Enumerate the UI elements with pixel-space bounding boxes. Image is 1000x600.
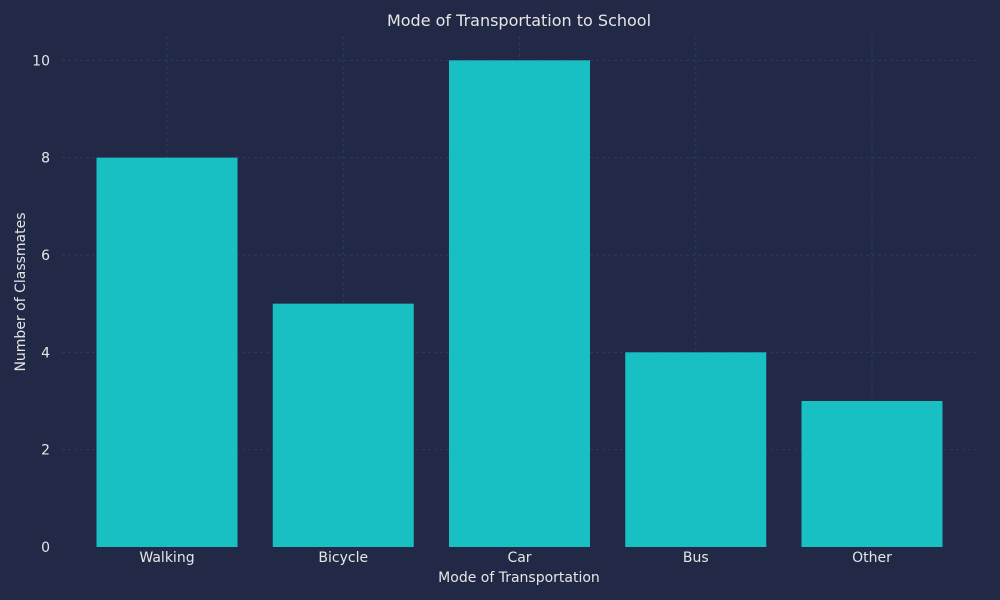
x-tick-label: Other bbox=[852, 550, 892, 566]
x-axis-label: Mode of Transportation bbox=[438, 570, 600, 586]
x-tick-label: Car bbox=[507, 550, 531, 566]
y-tick-label: 8 bbox=[41, 151, 50, 167]
ticks-layer: 0 2 4 6 8 10 Walking Bicycle Car Bus Other bbox=[32, 53, 892, 566]
bar-bus bbox=[625, 352, 767, 547]
y-tick-label: 10 bbox=[32, 53, 50, 69]
x-tick-label: Walking bbox=[139, 550, 194, 566]
x-tick-label: Bus bbox=[683, 550, 709, 566]
y-tick-label: 0 bbox=[41, 540, 50, 556]
y-tick-label: 2 bbox=[41, 443, 50, 459]
bar-car bbox=[449, 60, 590, 547]
bars-layer bbox=[96, 60, 943, 547]
y-tick-label: 4 bbox=[41, 345, 50, 361]
bar-walking bbox=[96, 157, 238, 547]
y-tick-label: 6 bbox=[41, 248, 50, 264]
bar-other bbox=[801, 401, 943, 547]
y-axis-label: Number of Classmates bbox=[13, 212, 29, 371]
chart-title: Mode of Transportation to School bbox=[387, 11, 651, 30]
bar-bicycle bbox=[272, 303, 414, 547]
x-tick-label: Bicycle bbox=[318, 550, 368, 566]
